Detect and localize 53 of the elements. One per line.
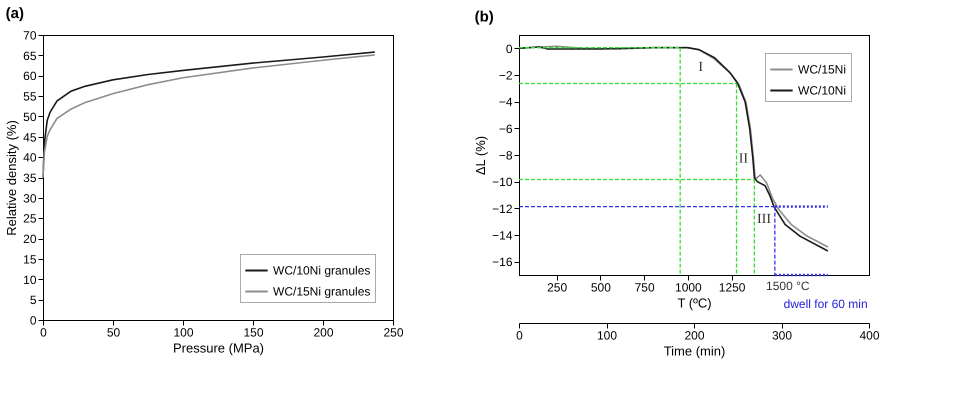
x-tick-label: 150 xyxy=(243,326,264,340)
y-tick-label: −6 xyxy=(498,122,513,136)
x2-axis-title: Time (min) xyxy=(664,344,726,358)
y-tick-label: −14 xyxy=(492,228,513,242)
y-tick-label: 55 xyxy=(23,90,37,104)
legend-label: WC/15Ni granules xyxy=(273,284,370,298)
y-tick-label: 60 xyxy=(23,69,37,84)
y-tick-label: 70 xyxy=(23,28,37,42)
y-tick-label: 0 xyxy=(30,314,37,328)
x2-tick-label: 300 xyxy=(772,328,792,342)
y-tick-label: 35 xyxy=(23,171,37,185)
y-tick-label: −16 xyxy=(492,255,513,270)
y-tick-label: 10 xyxy=(23,272,37,287)
x-tick-label: 250 xyxy=(547,280,568,294)
x-axis-title: T (ºC) xyxy=(677,296,712,310)
y-tick-label: 50 xyxy=(23,110,37,124)
x-tick-label: 750 xyxy=(634,280,655,294)
y-tick-label: −12 xyxy=(492,202,513,216)
x2-tick-label: 400 xyxy=(859,328,880,342)
y-tick-label: −10 xyxy=(492,175,513,190)
annotation: I xyxy=(698,60,704,75)
legend-label: WC/15Ni xyxy=(798,62,846,76)
y-tick-label: −4 xyxy=(498,95,513,110)
y-tick-label: 65 xyxy=(23,48,37,63)
x-tick-label: 100 xyxy=(173,326,194,340)
y-tick-label: 30 xyxy=(23,191,37,206)
x-tick-label: 0 xyxy=(40,326,48,340)
chart-title: (b) xyxy=(474,8,494,26)
chart-title: (a) xyxy=(6,5,24,22)
y-tick-label: 15 xyxy=(23,252,37,266)
y-axis-title: ΔL (%) xyxy=(473,136,488,176)
y-tick-label: 40 xyxy=(23,150,37,165)
y-tick-label: 20 xyxy=(23,232,37,246)
x-tick-label: 1250 xyxy=(718,280,746,294)
y-tick-label: 0 xyxy=(506,42,513,56)
text: dwell for 60 min xyxy=(784,296,868,311)
y-tick-label: −2 xyxy=(498,68,513,82)
y-tick-label: −8 xyxy=(498,148,513,162)
text: 1500 °C xyxy=(766,278,810,293)
legend-label: WC/10Ni granules xyxy=(273,264,370,278)
y-tick-label: 5 xyxy=(30,293,37,308)
y-tick-label: 45 xyxy=(23,130,37,144)
legend-label: WC/10Ni xyxy=(798,84,846,98)
x-tick-label: 200 xyxy=(313,326,334,340)
x-tick-label: 50 xyxy=(106,326,120,340)
annotation: III xyxy=(757,212,772,227)
y-tick-label: 25 xyxy=(23,212,37,226)
x-tick-label: 250 xyxy=(383,326,404,340)
y-axis-title: Relative density (%) xyxy=(4,120,20,236)
x-tick-label: 1000 xyxy=(675,280,702,294)
x-axis-title: Pressure (MPa) xyxy=(172,340,264,356)
x-tick-label: 500 xyxy=(590,280,612,294)
annotation: II xyxy=(738,152,748,167)
